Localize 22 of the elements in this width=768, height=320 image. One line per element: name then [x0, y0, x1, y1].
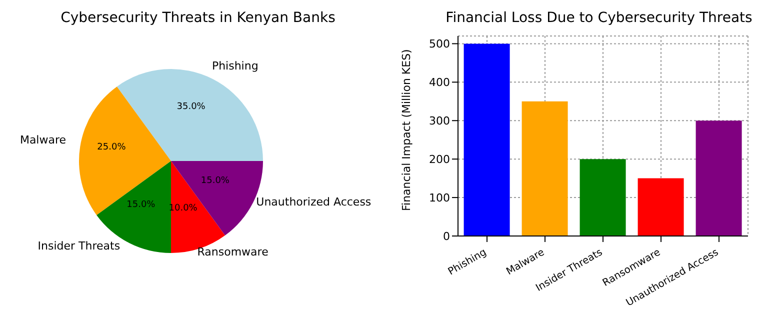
slice-label: Unauthorized Access: [256, 195, 372, 208]
pie-slice: [79, 86, 171, 216]
data-label: 35.0%: [176, 102, 206, 112]
y-tick-label: 400: [429, 76, 450, 90]
bar: [638, 178, 684, 236]
y-tick-label: 200: [429, 152, 450, 166]
bar: [696, 120, 742, 236]
chart-title: Cybersecurity Threats in Kenyan Banks: [60, 9, 336, 28]
data-label: 25.0%: [97, 142, 126, 152]
y-axis-title: Financial Impact (Million KES): [400, 49, 413, 211]
y-tick-label: 0: [443, 230, 450, 243]
y-tick-label: 300: [429, 114, 450, 128]
slice-label: Malware: [20, 134, 66, 147]
bar: [580, 159, 626, 236]
chart-title: Financial Loss Due to Cybersecurity Threats: [444, 9, 754, 28]
slice-label: Phishing: [212, 59, 258, 72]
bar: [464, 44, 510, 236]
data-label: 15.0%: [200, 176, 230, 186]
data-label: 15.0%: [126, 200, 156, 210]
bar: [522, 101, 568, 236]
y-tick-label: 100: [429, 191, 450, 204]
y-tick-label: 500: [429, 38, 450, 51]
